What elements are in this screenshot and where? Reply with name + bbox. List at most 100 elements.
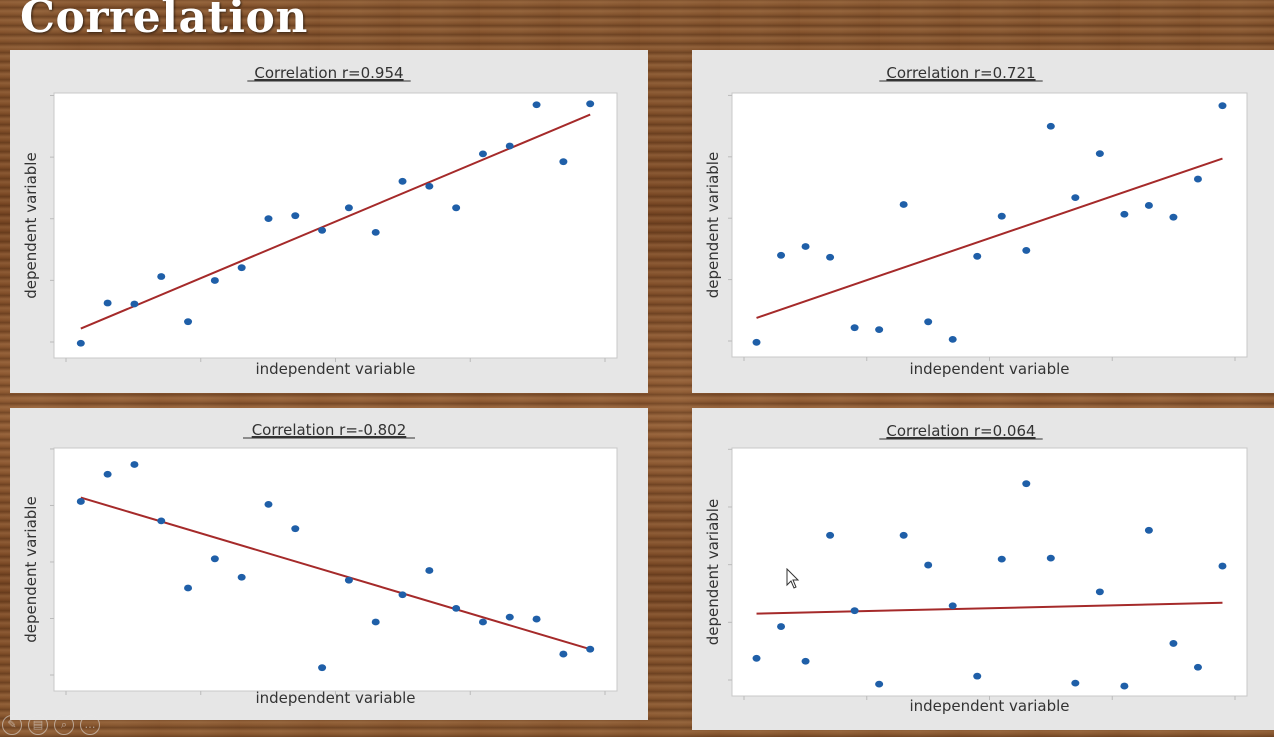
data-point: [103, 470, 112, 478]
data-point: [1144, 202, 1153, 209]
trend-line: [80, 496, 591, 651]
y-axis-label: dependent variable: [22, 496, 40, 642]
data-point: [1193, 175, 1202, 183]
data-point: [184, 584, 193, 592]
y-axis-label: dependent variable: [704, 152, 722, 298]
scatter-chart: Correlation r=0.064 independent variable d…: [704, 422, 1248, 715]
data-point: [1120, 210, 1129, 218]
data-point: [948, 336, 957, 343]
data-point: [1144, 526, 1153, 534]
data-point: [318, 664, 327, 672]
data-point: [532, 615, 541, 623]
data-point: [826, 253, 835, 261]
data-point: [478, 618, 487, 626]
data-point: [752, 654, 761, 662]
trend-line: [80, 113, 591, 330]
data-point: [425, 567, 434, 574]
data-point: [973, 672, 982, 680]
data-point: [425, 182, 434, 190]
chart-panel-2: Correlation r=0.721 independent variable d…: [692, 50, 1274, 393]
data-point: [997, 555, 1006, 563]
data-point: [1095, 588, 1104, 596]
slides-icon[interactable]: ▤: [28, 714, 48, 735]
data-point: [899, 201, 908, 208]
data-point: [505, 142, 514, 150]
slideshow-controls: ✎ ▤ ⌕ …: [2, 712, 152, 737]
data-point: [103, 299, 112, 307]
data-point: [371, 618, 380, 626]
data-point: [973, 252, 982, 260]
data-point: [1071, 194, 1080, 202]
data-point: [157, 273, 166, 280]
data-point: [1218, 102, 1227, 110]
data-point: [875, 680, 884, 688]
scatter-chart: Correlation r=-0.802 independent variable…: [22, 421, 618, 707]
data-point: [875, 326, 884, 334]
data-point: [1218, 562, 1227, 570]
x-axis-label: independent variable: [909, 360, 1069, 378]
data-point: [452, 604, 461, 612]
x-axis-label: independent variable: [255, 689, 415, 707]
chart-title: Correlation r=0.954: [254, 64, 403, 82]
chart-title: Correlation r=0.064: [886, 422, 1035, 440]
data-point: [586, 645, 595, 653]
data-point: [801, 243, 810, 250]
data-point: [452, 204, 461, 212]
x-axis-label: independent variable: [909, 697, 1069, 715]
data-point: [1193, 663, 1202, 671]
data-point: [505, 613, 514, 621]
y-axis-label: dependent variable: [704, 499, 722, 645]
data-point: [559, 158, 568, 166]
data-point: [777, 623, 786, 630]
edit-icon[interactable]: ✎: [2, 714, 22, 735]
data-point: [899, 531, 908, 539]
chart-panel-4: Correlation r=0.064 independent variable d…: [692, 408, 1274, 730]
chart-panel-1: Correlation r=0.954 independent variable d…: [10, 50, 648, 393]
trend-line: [756, 157, 1223, 319]
data-point: [826, 531, 835, 539]
slide-title: Correlation: [20, 0, 308, 43]
data-point: [924, 561, 933, 569]
data-point: [210, 555, 219, 563]
zoom-icon[interactable]: ⌕: [54, 714, 74, 735]
plot-area: [53, 447, 618, 692]
chart-title: Correlation r=0.721: [886, 64, 1035, 82]
data-point: [1169, 213, 1178, 221]
data-point: [1022, 247, 1031, 254]
scatter-chart: Correlation r=0.954 independent variable d…: [22, 64, 618, 378]
data-point: [291, 525, 300, 533]
data-point: [184, 318, 193, 326]
plot-area: [731, 92, 1248, 358]
data-point: [801, 657, 810, 665]
data-point: [1046, 122, 1055, 130]
data-point: [264, 215, 273, 223]
data-point: [371, 228, 380, 236]
data-point: [130, 300, 139, 308]
data-point: [478, 150, 487, 158]
data-point: [237, 573, 246, 581]
scatter-chart: Correlation r=0.721 independent variable d…: [704, 64, 1248, 378]
data-point: [130, 461, 139, 468]
data-point: [157, 517, 166, 525]
data-point: [559, 650, 568, 658]
data-point: [264, 500, 273, 508]
data-point: [850, 324, 859, 332]
data-point: [924, 318, 933, 326]
data-point: [344, 204, 353, 212]
data-point: [291, 212, 300, 220]
data-point: [344, 576, 353, 584]
data-point: [1120, 682, 1129, 690]
data-point: [532, 101, 541, 109]
more-icon[interactable]: …: [80, 714, 100, 735]
data-point: [997, 212, 1006, 220]
data-point: [948, 602, 957, 610]
data-point: [398, 591, 407, 599]
data-point: [318, 227, 327, 234]
mouse-cursor-icon: [786, 567, 800, 594]
data-point: [76, 498, 85, 505]
data-point: [1071, 679, 1080, 687]
y-axis-label: dependent variable: [22, 152, 40, 298]
x-axis-label: independent variable: [255, 360, 415, 378]
data-point: [777, 251, 786, 259]
data-point: [1046, 554, 1055, 562]
